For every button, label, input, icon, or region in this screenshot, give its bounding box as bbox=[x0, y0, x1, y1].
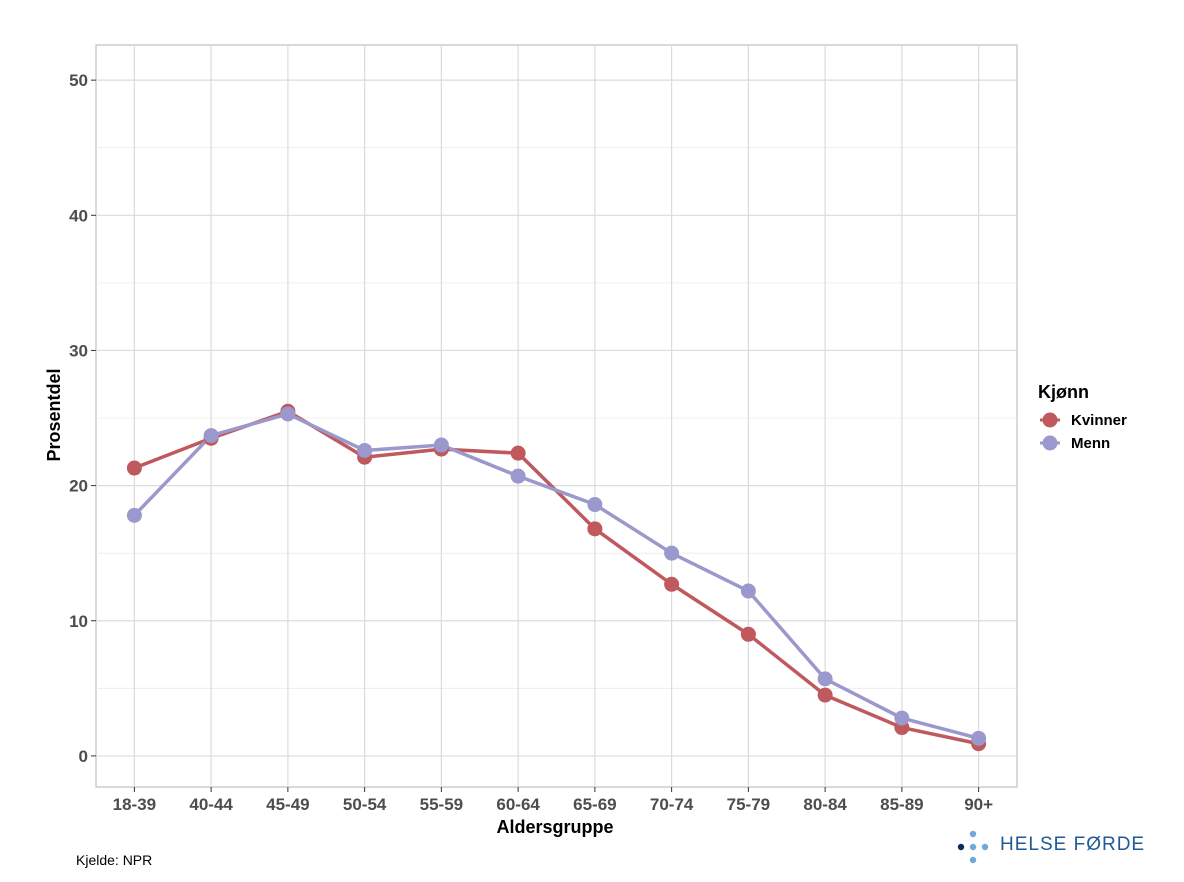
legend-key-marker bbox=[1042, 435, 1058, 451]
data-point-menn bbox=[817, 671, 833, 687]
x-tick-label: 65-69 bbox=[573, 795, 616, 814]
y-axis-ticks: 0 10 20 30 40 50 bbox=[69, 71, 96, 766]
legend-title: Kjønn bbox=[1038, 382, 1089, 402]
x-tick-label: 90+ bbox=[964, 795, 993, 814]
legend-key-marker bbox=[1042, 412, 1058, 428]
legend-label: Menn bbox=[1071, 435, 1110, 452]
x-tick-label: 75-79 bbox=[727, 795, 770, 814]
x-axis-title: Aldersgruppe bbox=[496, 817, 613, 837]
source-note: Kjelde: NPR bbox=[76, 852, 153, 868]
plot-panel bbox=[95, 44, 1018, 788]
y-tick-label: 50 bbox=[69, 71, 88, 90]
data-point-menn bbox=[971, 730, 987, 746]
data-point-kvinner bbox=[817, 687, 833, 703]
data-point-menn bbox=[587, 497, 603, 513]
data-point-menn bbox=[357, 442, 373, 458]
y-tick-label: 0 bbox=[79, 747, 88, 766]
data-point-menn bbox=[740, 583, 756, 599]
data-point-menn bbox=[433, 437, 449, 453]
y-axis-title: Prosentdel bbox=[44, 368, 64, 461]
legend-label: Kvinner bbox=[1071, 412, 1127, 429]
y-tick-label: 20 bbox=[69, 477, 88, 496]
data-point-menn bbox=[203, 428, 219, 444]
x-tick-label: 85-89 bbox=[880, 795, 923, 814]
x-tick-label: 18-39 bbox=[113, 795, 156, 814]
x-axis-ticks: 18-39 40-44 45-49 50-54 55-59 60-64 65-69 70-74… bbox=[113, 787, 993, 814]
x-tick-label: 60-64 bbox=[496, 795, 540, 814]
y-tick-label: 10 bbox=[69, 612, 88, 631]
legend: Kjønn Kvinner Menn bbox=[1038, 382, 1127, 452]
y-tick-label: 40 bbox=[69, 206, 88, 225]
logo-text: HELSE FØRDE bbox=[1000, 834, 1146, 855]
data-point-menn bbox=[510, 468, 526, 484]
series-layer bbox=[126, 403, 987, 752]
y-tick-label: 30 bbox=[69, 341, 88, 360]
logo-cross-icon bbox=[957, 830, 989, 864]
data-point-kvinner bbox=[587, 521, 603, 537]
data-point-kvinner bbox=[126, 460, 142, 476]
data-point-menn bbox=[664, 545, 680, 561]
x-tick-label: 40-44 bbox=[189, 795, 233, 814]
data-point-kvinner bbox=[740, 626, 756, 642]
data-point-kvinner bbox=[510, 445, 526, 461]
data-point-menn bbox=[280, 406, 296, 422]
x-tick-label: 45-49 bbox=[266, 795, 309, 814]
data-point-kvinner bbox=[664, 576, 680, 592]
series-line-menn bbox=[133, 412, 980, 741]
x-tick-label: 70-74 bbox=[650, 795, 694, 814]
data-point-menn bbox=[894, 710, 910, 726]
panel-border bbox=[95, 44, 1018, 788]
x-tick-label: 50-54 bbox=[343, 795, 387, 814]
helse-forde-logo: HELSE FØRDE bbox=[954, 828, 1144, 868]
x-tick-label: 55-59 bbox=[420, 795, 463, 814]
x-tick-label: 80-84 bbox=[803, 795, 847, 814]
data-point-menn bbox=[126, 507, 142, 523]
